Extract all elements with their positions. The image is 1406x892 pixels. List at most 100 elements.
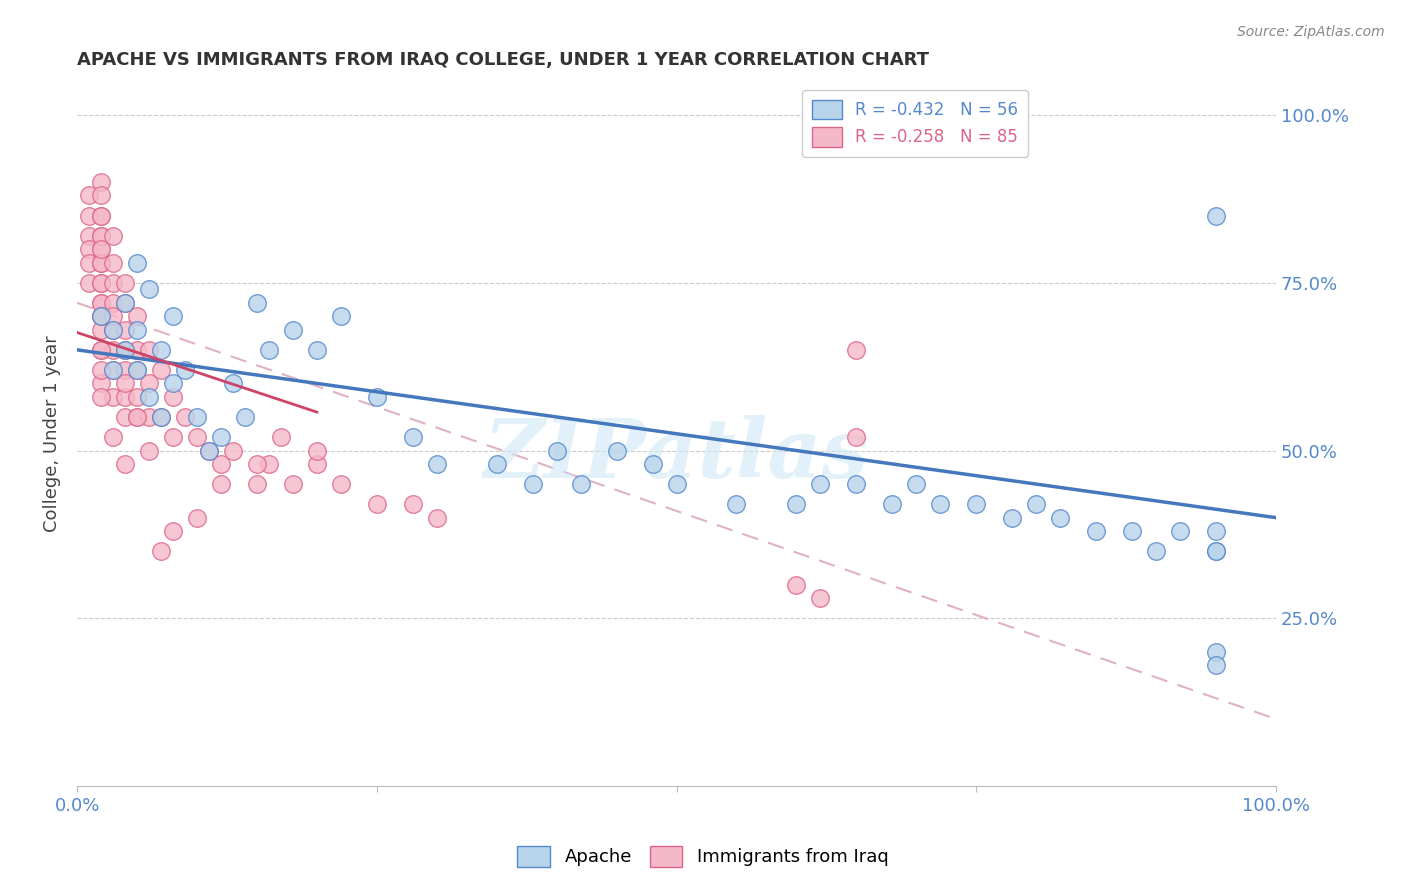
Point — [1205, 658, 1227, 673]
Point — [186, 510, 208, 524]
Point — [125, 323, 148, 337]
Point — [138, 376, 160, 391]
Point — [150, 409, 173, 424]
Point — [1025, 497, 1047, 511]
Point — [198, 443, 221, 458]
Point — [1085, 524, 1108, 538]
Point — [90, 343, 112, 357]
Point — [150, 409, 173, 424]
Point — [257, 457, 280, 471]
Point — [402, 497, 425, 511]
Point — [209, 430, 232, 444]
Point — [1001, 510, 1024, 524]
Point — [90, 228, 112, 243]
Point — [1121, 524, 1143, 538]
Point — [569, 477, 592, 491]
Point — [90, 323, 112, 337]
Point — [162, 524, 184, 538]
Point — [665, 477, 688, 491]
Point — [845, 343, 868, 357]
Point — [90, 209, 112, 223]
Point — [174, 363, 197, 377]
Point — [222, 376, 245, 391]
Point — [90, 242, 112, 256]
Point — [1205, 544, 1227, 558]
Point — [114, 409, 136, 424]
Point — [162, 430, 184, 444]
Point — [77, 209, 100, 223]
Point — [270, 430, 292, 444]
Point — [546, 443, 568, 458]
Point — [162, 310, 184, 324]
Point — [305, 443, 328, 458]
Point — [1168, 524, 1191, 538]
Point — [198, 443, 221, 458]
Point — [77, 276, 100, 290]
Y-axis label: College, Under 1 year: College, Under 1 year — [44, 335, 60, 533]
Point — [101, 323, 124, 337]
Point — [905, 477, 928, 491]
Legend: R = -0.432   N = 56, R = -0.258   N = 85: R = -0.432 N = 56, R = -0.258 N = 85 — [801, 90, 1028, 156]
Point — [101, 323, 124, 337]
Point — [222, 443, 245, 458]
Point — [329, 477, 352, 491]
Point — [77, 228, 100, 243]
Point — [209, 477, 232, 491]
Point — [426, 457, 449, 471]
Point — [138, 282, 160, 296]
Point — [186, 409, 208, 424]
Point — [150, 544, 173, 558]
Point — [138, 409, 160, 424]
Point — [90, 296, 112, 310]
Point — [101, 228, 124, 243]
Point — [101, 363, 124, 377]
Point — [366, 390, 388, 404]
Point — [125, 310, 148, 324]
Point — [281, 477, 304, 491]
Point — [246, 296, 269, 310]
Point — [150, 343, 173, 357]
Text: ZIPatlas: ZIPatlas — [484, 415, 869, 495]
Point — [808, 477, 831, 491]
Point — [90, 310, 112, 324]
Point — [90, 175, 112, 189]
Point — [485, 457, 508, 471]
Point — [77, 255, 100, 269]
Point — [641, 457, 664, 471]
Point — [522, 477, 544, 491]
Point — [125, 343, 148, 357]
Point — [281, 323, 304, 337]
Point — [114, 457, 136, 471]
Point — [1144, 544, 1167, 558]
Point — [246, 457, 269, 471]
Point — [114, 276, 136, 290]
Point — [101, 343, 124, 357]
Point — [90, 276, 112, 290]
Point — [114, 296, 136, 310]
Text: Source: ZipAtlas.com: Source: ZipAtlas.com — [1237, 25, 1385, 39]
Point — [77, 188, 100, 202]
Point — [125, 390, 148, 404]
Point — [77, 242, 100, 256]
Point — [125, 363, 148, 377]
Point — [125, 409, 148, 424]
Point — [1205, 544, 1227, 558]
Point — [606, 443, 628, 458]
Point — [725, 497, 748, 511]
Point — [125, 409, 148, 424]
Point — [90, 228, 112, 243]
Point — [174, 409, 197, 424]
Point — [90, 209, 112, 223]
Point — [186, 430, 208, 444]
Point — [90, 188, 112, 202]
Point — [1205, 645, 1227, 659]
Point — [90, 343, 112, 357]
Point — [101, 255, 124, 269]
Point — [138, 390, 160, 404]
Point — [90, 390, 112, 404]
Point — [90, 363, 112, 377]
Point — [785, 497, 807, 511]
Point — [114, 343, 136, 357]
Point — [402, 430, 425, 444]
Point — [329, 310, 352, 324]
